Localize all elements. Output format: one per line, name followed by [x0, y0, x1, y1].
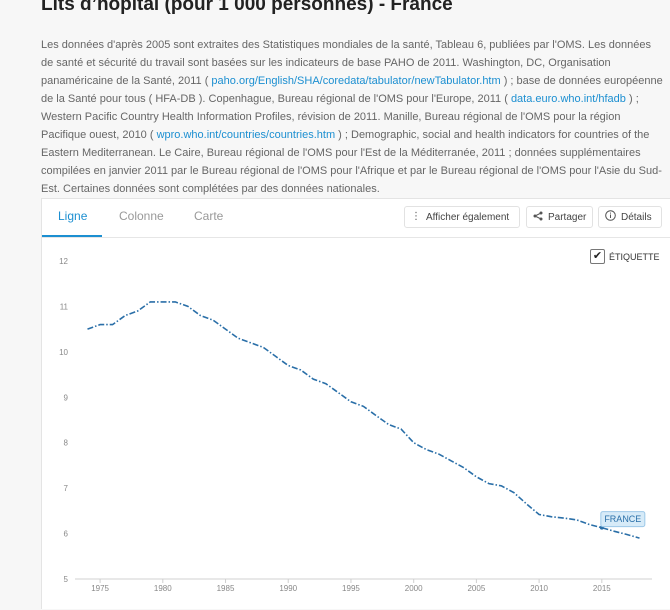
note-text-2: ) ; base de données européenne de la San…	[41, 75, 663, 105]
series-line-france	[87, 301, 640, 539]
active-tab-indicator	[42, 235, 102, 237]
x-tick-label: 1980	[154, 584, 172, 593]
chart-tabs: Ligne Colonne Carte ⋮ Afficher également…	[42, 199, 670, 238]
x-tick-label: 1990	[279, 584, 297, 593]
vertical-dots-icon: ⋮	[411, 211, 421, 222]
y-tick-label: 11	[60, 302, 69, 311]
label-toggle[interactable]: ✔ ÉTIQUETTE	[590, 249, 660, 264]
x-axis: 1975 1980 1985 1990 1995 2000 2005 2010 2015	[75, 578, 652, 593]
y-tick-label: 12	[59, 257, 68, 266]
note-text-1: Les données d'après 2005 sont extraites …	[41, 39, 652, 87]
info-icon	[605, 210, 616, 224]
series-label-box	[600, 511, 646, 528]
chart-card: Ligne Colonne Carte ⋮ Afficher également…	[41, 198, 670, 609]
y-tick-label: 10	[59, 348, 68, 357]
y-axis-tick-labels: 5 6 7 8 9 10 11 12	[59, 257, 68, 584]
label-checkbox[interactable]: ✔	[590, 249, 605, 264]
label-toggle-text: ÉTIQUETTE	[609, 251, 660, 262]
tab-colonne[interactable]: Colonne	[119, 209, 164, 223]
y-tick-label: 5	[64, 575, 69, 584]
line-chart: 5 6 7 8 9 10 11 12 1975 1980 1985 1990 1995 2000 2005…	[59, 257, 652, 593]
hfadb-link[interactable]: data.euro.who.int/hfadb	[510, 93, 626, 105]
details-button[interactable]: Détails	[598, 206, 662, 228]
tab-ligne[interactable]: Ligne	[58, 209, 88, 223]
plot-area: FRANCE	[87, 301, 646, 539]
page-title: Lits d’hôpital (pour 1 000 personnes) - …	[41, 0, 453, 15]
y-tick-label: 9	[64, 393, 69, 402]
x-tick-label: 2000	[405, 584, 423, 593]
y-tick-label: 7	[64, 484, 69, 493]
x-tick-label: 2010	[530, 584, 548, 593]
note-text-4: ) ; Demographic, social and health indic…	[41, 129, 662, 195]
partager-button[interactable]: Partager	[526, 206, 593, 228]
note-text-3: ) ; Western Pacific Country Health Infor…	[41, 93, 639, 141]
share-icon	[533, 211, 543, 224]
afficher-egalement-button[interactable]: ⋮ Afficher également	[404, 206, 520, 228]
source-note: Les données d'après 2005 sont extraites …	[41, 36, 666, 198]
x-tick-label: 2005	[467, 584, 485, 593]
x-tick-label: 1985	[217, 584, 235, 593]
y-tick-label: 8	[64, 439, 69, 448]
partager-label: Partager	[548, 211, 587, 223]
wpro-link[interactable]: wpro.who.int/countries/countries.htm	[156, 129, 336, 141]
tab-carte[interactable]: Carte	[194, 209, 224, 223]
series-end-label: FRANCE	[604, 514, 641, 524]
y-tick-label: 6	[64, 530, 69, 539]
details-label: Détails	[621, 211, 652, 223]
afficher-egalement-label: Afficher également	[426, 211, 510, 223]
paho-link[interactable]: paho.org/English/SHA/coredata/tabulator/…	[211, 75, 501, 87]
x-tick-label: 2015	[593, 584, 611, 593]
x-tick-label: 1975	[91, 584, 109, 593]
x-tick-label: 1995	[342, 584, 360, 593]
